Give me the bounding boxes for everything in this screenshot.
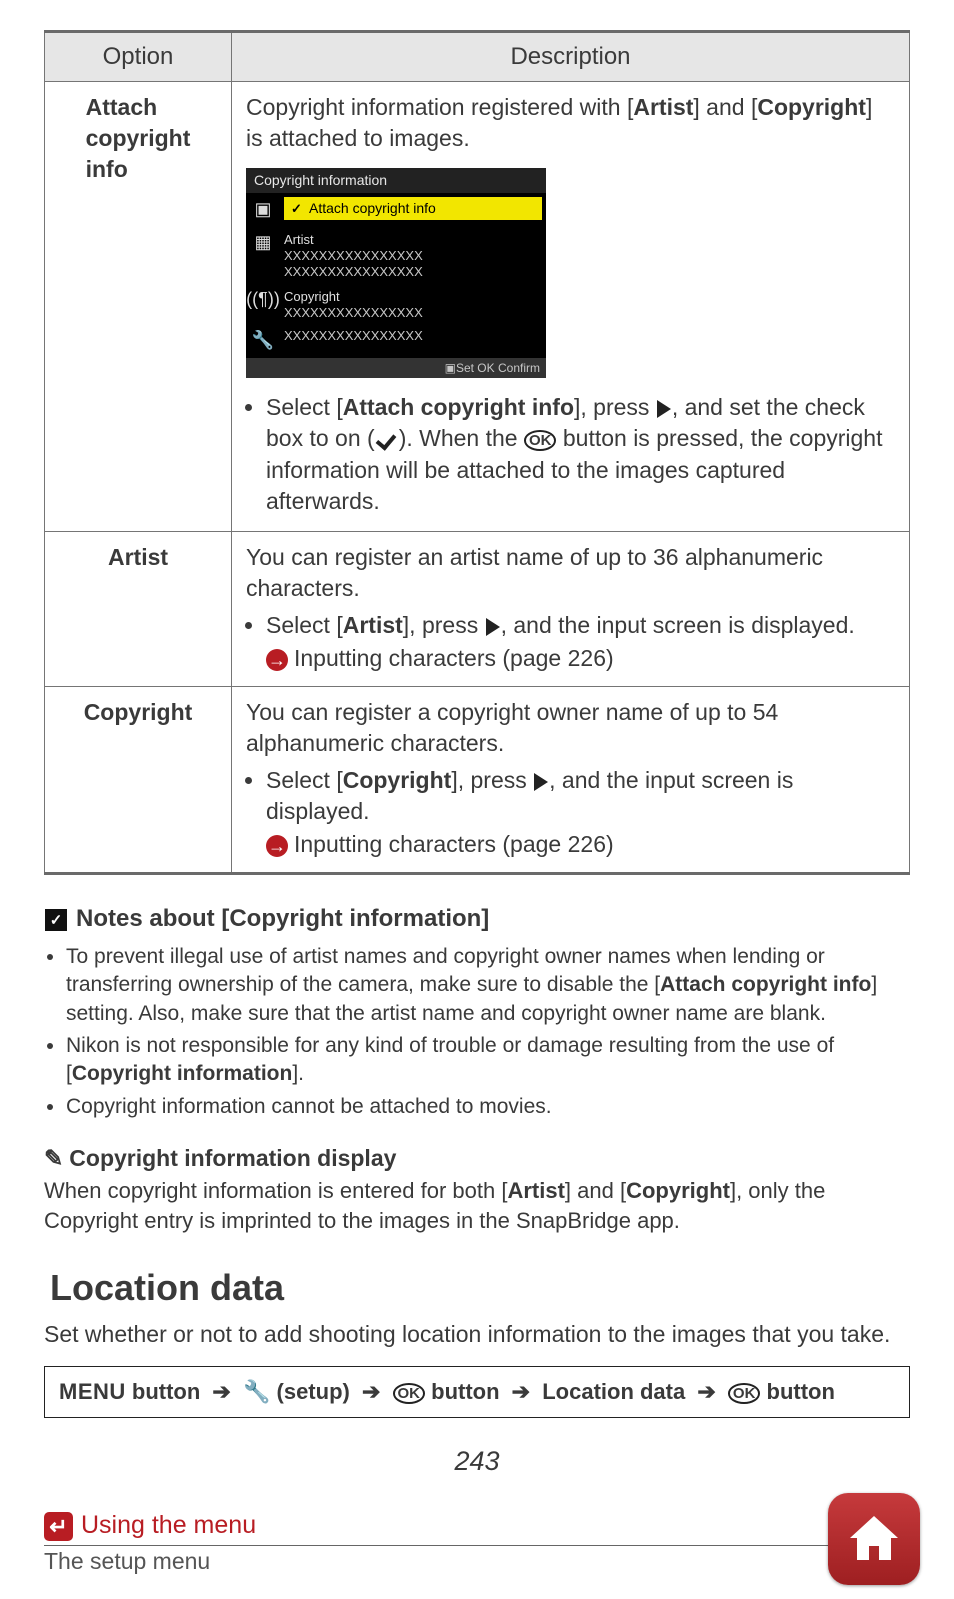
page-number: 243: [44, 1446, 910, 1477]
wrench-icon: 🔧: [243, 1379, 270, 1404]
note-3: Copyright information cannot be attached…: [66, 1093, 910, 1121]
cam-title: Copyright information: [246, 168, 546, 193]
row3-link[interactable]: →Inputting characters (page 226): [266, 829, 895, 860]
row2-label: Artist: [108, 544, 168, 570]
arrow-icon: ➔: [697, 1379, 715, 1404]
menu-word: MENU: [59, 1379, 126, 1404]
notes-heading: ✓ Notes about [Copyright information]: [44, 905, 910, 933]
notes-list: To prevent illegal use of artist names a…: [44, 943, 910, 1121]
location-data-heading: Location data: [50, 1267, 910, 1309]
row1-bullets: Select [Attach copyright info], press , …: [246, 392, 895, 516]
check-icon: [375, 431, 399, 449]
right-triangle-icon: [486, 618, 500, 636]
menu-navigation-path: MENU button ➔ 🔧 (setup) ➔ OK button ➔ Lo…: [44, 1366, 910, 1418]
note-1: To prevent illegal use of artist names a…: [66, 943, 910, 1028]
cam-icon-wrench: 🔧: [246, 324, 280, 358]
sub-body: When copyright information is entered fo…: [44, 1176, 910, 1235]
cam-artist-v2: XXXXXXXXXXXXXXXX: [284, 264, 542, 280]
row-copyright: Copyright You can register a copyright o…: [45, 686, 910, 873]
row-artist: Artist You can register an artist name o…: [45, 531, 910, 686]
link-arrow-icon: →: [266, 835, 288, 857]
th-description: Description: [232, 32, 910, 82]
cam-icon-camera: ▣: [246, 193, 280, 227]
right-triangle-icon: [534, 773, 548, 791]
row2-line1: You can register an artist name of up to…: [246, 542, 895, 604]
row1-intro: Copyright information registered with [A…: [246, 92, 895, 154]
home-icon: [844, 1508, 904, 1568]
back-icon: ↵: [44, 1512, 73, 1541]
location-data-desc: Set whether or not to add shooting locat…: [44, 1321, 910, 1348]
link-arrow-icon: →: [266, 649, 288, 671]
cam-checkbox-icon: [290, 203, 303, 216]
ok-button-icon: OK: [393, 1383, 426, 1404]
row2-link[interactable]: →Inputting characters (page 226): [266, 643, 895, 674]
home-button[interactable]: [828, 1493, 920, 1585]
cam-attach-row: Attach copyright info: [284, 197, 542, 220]
sub-heading: ✎Copyright information display: [44, 1145, 910, 1172]
cam-icon-2: ▦: [246, 226, 280, 283]
ok-button-icon: OK: [524, 430, 557, 451]
row3-label: Copyright: [84, 699, 193, 725]
row3-bullet: Select [Copyright], press , and the inpu…: [266, 765, 895, 827]
options-table: Option Description Attach copyright info…: [44, 30, 910, 875]
cam-icon-3: ((¶)): [246, 283, 280, 324]
cam-artist-label: Artist: [284, 232, 542, 248]
row2-bullet: Select [Artist], press , and the input s…: [266, 610, 895, 641]
footer-rule: [44, 1545, 910, 1546]
row1-label: Attach copyright info: [86, 92, 191, 185]
th-option: Option: [45, 32, 232, 82]
arrow-icon: ➔: [212, 1379, 230, 1404]
warning-box-icon: ✓: [44, 908, 68, 932]
footer-back-link[interactable]: ↵Using the menu: [44, 1511, 910, 1541]
arrow-icon: ➔: [362, 1379, 380, 1404]
cam-footer: ▣Set OK Confirm: [246, 358, 546, 378]
camera-menu-screenshot: Copyright information ▣ Attach copyright…: [246, 168, 546, 378]
cam-copy-v1: XXXXXXXXXXXXXXXX: [284, 305, 542, 321]
cam-copy-v2: XXXXXXXXXXXXXXXX: [284, 328, 542, 344]
footer-section-title: The setup menu: [44, 1548, 910, 1575]
svg-text:✓: ✓: [50, 912, 63, 929]
cam-copy-label: Copyright: [284, 289, 542, 305]
pencil-icon: ✎: [44, 1145, 63, 1171]
right-triangle-icon: [657, 400, 671, 418]
row-attach-copyright: Attach copyright info Copyright informat…: [45, 82, 910, 532]
arrow-icon: ➔: [512, 1379, 530, 1404]
note-2: Nikon is not responsible for any kind of…: [66, 1032, 910, 1089]
cam-artist-v1: XXXXXXXXXXXXXXXX: [284, 248, 542, 264]
ok-button-icon: OK: [728, 1383, 761, 1404]
row3-line1: You can register a copyright owner name …: [246, 697, 895, 759]
